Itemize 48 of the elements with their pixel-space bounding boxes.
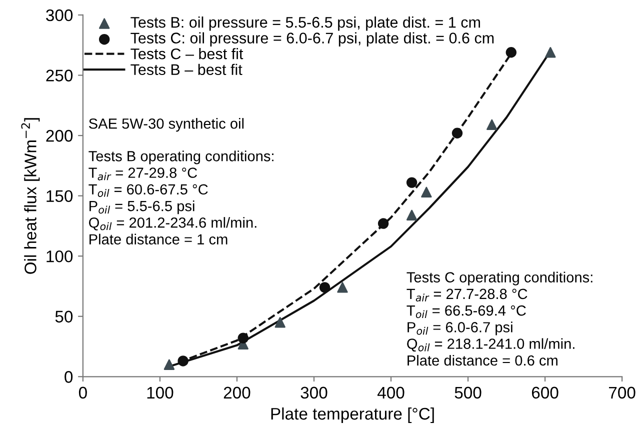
- annotation: Plate distance = 1 cm: [90, 234, 228, 244]
- legend-label: Tests B: oil pressure = 5.5-6.5 psi, plate dist. = 1 cm: [130, 16, 480, 31]
- point: [406, 177, 418, 188]
- x-tick-label: 300: [300, 386, 328, 399]
- x-tick-label: 400: [377, 386, 404, 399]
- annotation: P$_{oil}$ = 6.0-6.7 psi: [408, 322, 512, 336]
- x-tick-label: 700: [609, 386, 636, 399]
- y-tick-label: 150: [46, 190, 73, 202]
- point: [164, 359, 175, 370]
- legend-label: Tests B – best fit: [130, 64, 242, 76]
- x-tick-label: 100: [147, 386, 174, 399]
- y-tick-label: 100: [46, 250, 73, 262]
- point: [486, 119, 498, 130]
- annotation: Plate distance = 0.6 cm: [408, 354, 558, 366]
- point: [378, 218, 389, 229]
- legend-label: Tests C: oil pressure = 6.0-6.7 psi, plate dist. = 0.6 cm: [130, 32, 494, 47]
- annotation: Tests B operating conditions:: [88, 150, 274, 164]
- annotation: T$_{air}$ = 27-29.8 °C: [88, 168, 198, 180]
- x-tick-label: 500: [454, 386, 482, 399]
- annotation: T$_{air}$ = 27.7-28.8 °C: [406, 288, 528, 302]
- x-tick-label: 600: [532, 386, 558, 399]
- point: [406, 210, 418, 220]
- y-tick-label: 50: [55, 310, 73, 323]
- x-tick-label: 200: [224, 386, 250, 399]
- annotation: P$_{oil}$ = 5.5-6.5 psi: [90, 200, 194, 214]
- annotation: Tests C operating conditions:: [406, 272, 592, 286]
- y-tick-label: 0: [64, 371, 73, 383]
- point: [545, 47, 556, 58]
- y-tick-label: 200: [46, 130, 73, 142]
- annotation: T$_{oil}$ = 66.5-69.4 °C: [406, 305, 526, 318]
- point: [178, 356, 188, 366]
- annotation: T$_{oil}$ = 60.6-67.5 °C: [88, 184, 208, 197]
- x-axis-title: Plate temperature [°C]: [271, 407, 434, 423]
- y-tick-label: 300: [46, 9, 73, 22]
- point: [421, 186, 432, 198]
- point: [319, 282, 330, 293]
- y-tick-label: 250: [46, 70, 73, 82]
- point: [506, 47, 516, 58]
- point: [452, 128, 463, 138]
- point: [274, 317, 286, 328]
- annotation: Q$_{oil}$ = 218.1-241.0 ml/min.: [407, 338, 574, 352]
- legend-label: Tests C – best fit: [130, 48, 244, 60]
- y-axis-title: Oil heat flux [kWm$^{−2}$]: [21, 118, 40, 274]
- point: [238, 332, 248, 344]
- point: [337, 282, 348, 293]
- annotation: SAE 5W-30 synthetic oil: [88, 118, 244, 132]
- annotation: Q$_{oil}$ = 201.2-234.6 ml/min.: [89, 217, 256, 230]
- x-tick-label: 0: [78, 386, 87, 399]
